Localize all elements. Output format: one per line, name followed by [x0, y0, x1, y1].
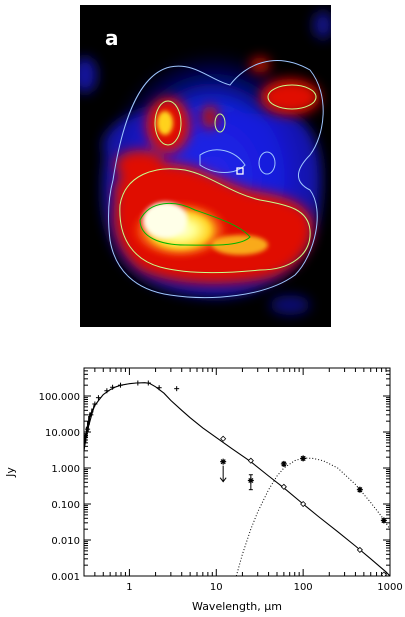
- x-tick-label: 1000: [377, 582, 402, 593]
- photometry-point: [145, 380, 151, 386]
- asterisk-stroke: [357, 487, 363, 493]
- model-diamond-point: [280, 483, 287, 490]
- y-tick-label: 100.000: [39, 392, 80, 403]
- y-tick-label: 0.010: [51, 536, 80, 547]
- emission-map-panel: a: [73, 5, 347, 327]
- model-diamond-point: [300, 500, 307, 508]
- sed-chart: 1 10 100 1000 0.001 0.010 0.100 1.000 10.000 100…: [4, 367, 403, 613]
- uv-spectrum-line: [84, 403, 96, 451]
- sed-chart-panel: 1 10 100 1000 0.001 0.010 0.100 1.000 10.000 100…: [0, 352, 405, 613]
- photometry-point: [156, 385, 162, 391]
- x-tick-label: 100: [294, 582, 313, 593]
- source-position-marker: [236, 167, 244, 175]
- y-tick-label: 1.000: [51, 464, 80, 475]
- asterisk-stroke: [220, 459, 226, 465]
- contour-outer: [108, 60, 324, 298]
- contour-left-knot: [154, 100, 182, 146]
- photometry-point: [118, 382, 124, 388]
- photometry-point: [110, 384, 116, 390]
- model-diamond-point: [247, 457, 254, 464]
- y-axis-label: Jy: [4, 467, 17, 478]
- model-sed-line: [84, 382, 390, 576]
- model-diamond-point: [220, 435, 227, 442]
- x-tick-label: 1: [126, 582, 132, 593]
- y-tick-label: 10.000: [45, 428, 80, 439]
- contour-small-blob: [258, 151, 276, 175]
- y-tick-label: 0.100: [51, 500, 80, 511]
- model-diamond-point: [380, 571, 387, 576]
- contours: [108, 60, 347, 298]
- asterisk-stroke: [300, 455, 306, 461]
- contour-inner: [139, 202, 251, 246]
- photometry-point: [95, 395, 101, 401]
- y-axis: 0.001 0.010 0.100 1.000 10.000 100.000: [39, 367, 390, 583]
- observed-point: [356, 486, 363, 493]
- asterisk-stroke: [281, 461, 287, 467]
- plot-frame: [83, 367, 391, 577]
- model-diamond-point: [356, 546, 363, 553]
- observed-point: [247, 474, 254, 491]
- y-tick-label: 0.001: [51, 572, 80, 583]
- upper-limit-point: [219, 458, 227, 483]
- x-axis-label: Wavelength, μm: [192, 600, 282, 613]
- contour-middle: [119, 168, 311, 274]
- asterisk-stroke: [381, 517, 387, 523]
- x-axis: 1 10 100 1000: [83, 368, 403, 593]
- x-tick-label: 10: [210, 582, 223, 593]
- observed-point: [280, 460, 287, 467]
- asterisk-stroke: [248, 477, 254, 484]
- photometry-point: [104, 388, 110, 394]
- observed-point: [300, 455, 307, 462]
- photometry-point: [135, 380, 141, 386]
- upper-limit-arrowhead: [219, 477, 227, 483]
- contour-mid-knot: [214, 113, 226, 133]
- panel-label: a: [105, 26, 119, 50]
- dust-model-line: [235, 457, 390, 576]
- photometry-point: [174, 386, 180, 392]
- contour-hole: [199, 149, 246, 173]
- observed-point: [380, 517, 387, 524]
- series-layer: [84, 380, 390, 576]
- emission-map: a: [73, 5, 347, 327]
- contour-right-knot: [267, 84, 317, 110]
